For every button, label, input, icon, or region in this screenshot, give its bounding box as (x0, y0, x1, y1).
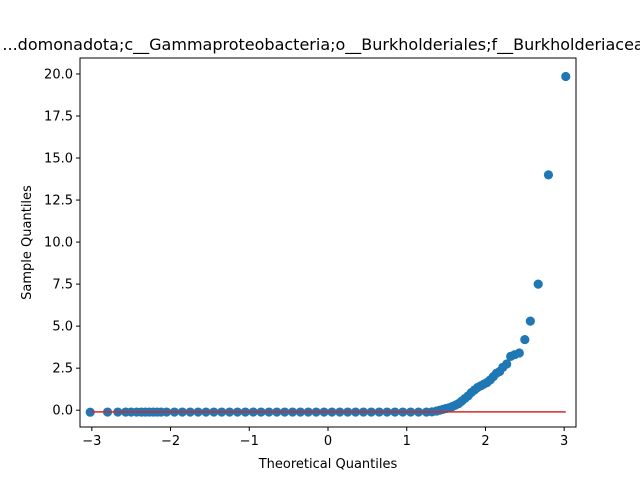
y-tick-label: 12.5 (44, 194, 73, 209)
x-axis-ticks: −3 −2 −1 0 1 2 3 (82, 427, 568, 449)
y-axis-label: Sample Quantiles (20, 185, 35, 300)
data-point (520, 334, 530, 345)
y-tick-label: 0.0 (52, 404, 73, 419)
x-tick-label: −2 (161, 434, 180, 449)
data-point (543, 170, 554, 180)
chart-title: ...domonadota;c__Gammaproteobacteria;o__… (2, 35, 640, 55)
x-tick-label: −3 (82, 434, 101, 449)
y-tick-label: 10.0 (44, 236, 73, 251)
x-tick-label: 1 (403, 434, 411, 449)
y-tick-label: 7.5 (52, 278, 73, 293)
y-tick-label: 2.5 (52, 362, 73, 377)
data-point (525, 316, 535, 326)
data-point (561, 71, 571, 82)
x-tick-label: 3 (560, 434, 568, 449)
data-point (514, 348, 524, 358)
plot-area (79, 57, 577, 428)
x-tick-label: −1 (240, 434, 259, 449)
data-point (533, 279, 543, 289)
y-tick-label: 17.5 (44, 109, 73, 124)
data-point (85, 407, 95, 417)
x-tick-label: 0 (324, 434, 332, 449)
x-tick-label: 2 (481, 434, 489, 449)
x-axis-label: Theoretical Quantiles (258, 457, 398, 472)
y-tick-label: 20.0 (44, 67, 73, 82)
y-tick-label: 15.0 (44, 152, 73, 167)
y-axis-ticks: 0.0 2.5 5.0 7.5 10.0 12.5 15.0 17.5 20.0 (44, 67, 80, 419)
y-tick-label: 5.0 (52, 320, 73, 335)
data-point (502, 359, 512, 369)
